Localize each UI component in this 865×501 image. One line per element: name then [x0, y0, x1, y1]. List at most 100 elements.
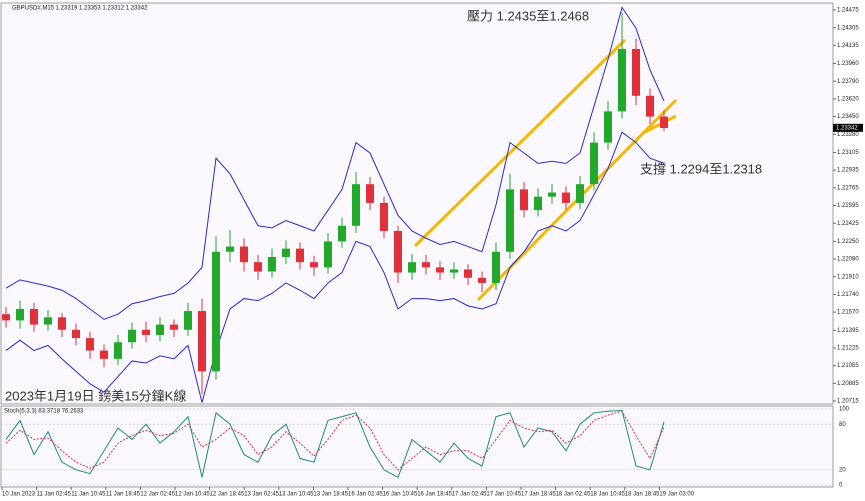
x-tick-label: 16 Jan 10:45 — [383, 492, 418, 498]
y-tick-label: 1.21740 — [837, 292, 859, 298]
x-tick-label: 19 Jan 03:00 — [659, 492, 694, 498]
candle-body — [184, 311, 192, 330]
stoch-title: Stoch(5,3,3) 83.3718 76.2633 — [4, 409, 84, 415]
candle-body — [576, 184, 584, 203]
candle-body — [268, 256, 276, 272]
y-tick-label: 1.23620 — [837, 96, 859, 102]
x-tick-label: 12 Jan 18:45 — [210, 492, 245, 498]
y-tick-label: 1.21055 — [837, 363, 859, 369]
y-tick-label: 80 — [839, 422, 846, 428]
candle-body — [100, 350, 108, 359]
x-tick-label: 13 Jan 02:45 — [244, 492, 279, 498]
y-tick-label: 1.23280 — [837, 132, 859, 138]
y-tick-label: 1.22425 — [837, 221, 859, 227]
candle-body — [86, 338, 94, 351]
y-tick-label: 1.21225 — [837, 346, 859, 352]
candle-body — [254, 262, 262, 272]
y-tick-label: 1.21910 — [837, 274, 859, 280]
candle-body — [30, 308, 38, 325]
x-tick-label: 13 Jan 10:45 — [279, 492, 314, 498]
candle-body — [618, 48, 626, 112]
x-tick-label: 11 Jan 02:45 — [37, 492, 72, 498]
x-tick-label: 17 Jan 02:45 — [452, 492, 487, 498]
y-tick-label: 1.22595 — [837, 203, 859, 209]
candle-body — [170, 324, 178, 330]
candle-body — [604, 111, 612, 143]
candle-body — [394, 230, 402, 273]
y-tick-label: 1.22250 — [837, 239, 859, 245]
resistance-note: 壓力 1.2435至1.2468 — [467, 8, 589, 23]
candle-body — [282, 248, 290, 257]
candle-body — [520, 189, 528, 211]
candle-body — [352, 184, 360, 226]
candle-body — [296, 248, 304, 263]
y-tick-label: 1.22765 — [837, 185, 859, 191]
candle-body — [436, 267, 444, 273]
y-tick-label: 1.23960 — [837, 61, 859, 67]
candle-body — [114, 342, 122, 359]
candle-body — [380, 202, 388, 231]
y-tick-label: 1.22080 — [837, 257, 859, 263]
candle-body — [478, 277, 486, 283]
x-tick-label: 18 Jan 10:45 — [590, 492, 625, 498]
y-tick-label: 0 — [839, 483, 843, 489]
x-tick-label: 13 Jan 18:45 — [313, 492, 348, 498]
y-tick-label: 1.23105 — [837, 150, 859, 156]
stoch-line — [5, 409, 665, 479]
x-tick-label: 11 Jan 10:45 — [71, 492, 106, 498]
bollinger-band — [5, 131, 665, 403]
y-tick-label: 1.24135 — [837, 43, 859, 49]
x-tick-label: 17 Jan 18:45 — [521, 492, 556, 498]
bollinger-band — [5, 6, 665, 320]
last-price-label: 1.23342 — [836, 125, 858, 131]
x-tick-label: 18 Jan 02:45 — [556, 492, 591, 498]
x-tick-label: 18 Jan 18:45 — [625, 492, 660, 498]
chart-caption: 2023年1月19日 鎊美15分鐘K線 — [5, 388, 186, 403]
y-tick-label: 1.21395 — [837, 328, 859, 334]
y-tick-label: 1.23450 — [837, 114, 859, 120]
y-tick-label: 1.20715 — [837, 399, 859, 405]
chart-header: GBPUSD#,M15 1.23319 1.23353 1.23312 1.23… — [12, 6, 148, 12]
last-price-box — [833, 123, 863, 132]
support-note: 支撐 1.2294至1.2318 — [640, 161, 762, 176]
candle-body — [226, 246, 234, 252]
y-tick-label: 1.21570 — [837, 310, 859, 316]
candle-body — [660, 116, 668, 129]
candle-body — [72, 329, 80, 339]
y-tick-label: 1.24475 — [837, 8, 859, 14]
candle-body — [44, 317, 52, 325]
candle-body — [156, 324, 164, 335]
candle-body — [450, 269, 458, 273]
candle-body — [58, 317, 66, 330]
candle-body — [408, 262, 416, 273]
candle-body — [198, 311, 206, 372]
candle-body — [2, 314, 10, 321]
x-tick-label: 17 Jan 10:45 — [486, 492, 521, 498]
candle-body — [492, 251, 500, 283]
stoch-line — [5, 410, 665, 471]
channel-line — [413, 38, 627, 248]
y-tick-label: 20 — [839, 467, 846, 473]
candle-body — [464, 269, 472, 278]
candle-body — [212, 251, 220, 372]
candle-body — [646, 95, 654, 117]
candle-body — [562, 192, 570, 203]
y-tick-label: 1.22935 — [837, 168, 859, 174]
candle-body — [128, 329, 136, 343]
candle-body — [324, 241, 332, 268]
candle-body — [506, 189, 514, 252]
candle-body — [310, 262, 318, 268]
candle-body — [142, 329, 150, 335]
candle-body — [548, 192, 556, 197]
x-tick-label: 10 Jan 2023 — [2, 492, 36, 498]
x-tick-label: 11 Jan 18:45 — [106, 492, 141, 498]
y-tick-label: 1.24305 — [837, 25, 859, 31]
x-tick-label: 12 Jan 10:45 — [175, 492, 210, 498]
y-tick-label: 1.20885 — [837, 381, 859, 387]
y-tick-label: 100 — [839, 407, 850, 413]
stoch-panel — [0, 405, 834, 488]
candle-body — [366, 184, 374, 203]
candle-body — [534, 196, 542, 211]
candle-body — [16, 308, 24, 321]
